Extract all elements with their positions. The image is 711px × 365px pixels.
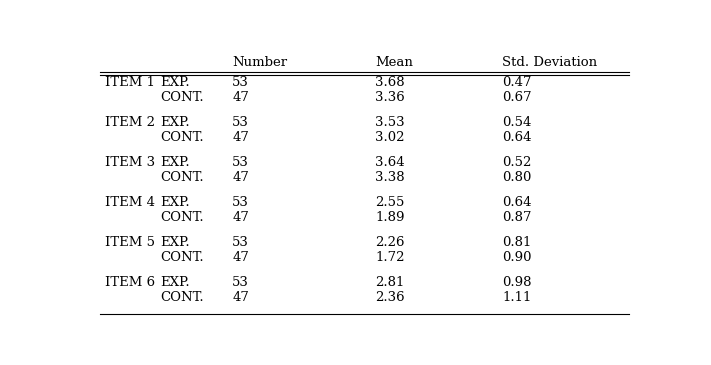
Text: 1.72: 1.72 xyxy=(375,251,405,264)
Text: 2.81: 2.81 xyxy=(375,276,405,289)
Text: CONT.: CONT. xyxy=(161,251,204,264)
Text: ITEM 1: ITEM 1 xyxy=(105,76,156,89)
Text: 1.89: 1.89 xyxy=(375,211,405,224)
Text: EXP.: EXP. xyxy=(161,116,190,130)
Text: 53: 53 xyxy=(232,76,249,89)
Text: 2.36: 2.36 xyxy=(375,291,405,304)
Text: EXP.: EXP. xyxy=(161,76,190,89)
Text: 47: 47 xyxy=(232,251,249,264)
Text: CONT.: CONT. xyxy=(161,171,204,184)
Text: 0.67: 0.67 xyxy=(502,91,532,104)
Text: 53: 53 xyxy=(232,116,249,130)
Text: EXP.: EXP. xyxy=(161,237,190,249)
Text: ITEM 6: ITEM 6 xyxy=(105,276,156,289)
Text: 2.26: 2.26 xyxy=(375,237,405,249)
Text: 0.47: 0.47 xyxy=(502,76,532,89)
Text: 0.80: 0.80 xyxy=(502,171,532,184)
Text: 0.98: 0.98 xyxy=(502,276,532,289)
Text: CONT.: CONT. xyxy=(161,91,204,104)
Text: ITEM 3: ITEM 3 xyxy=(105,157,156,169)
Text: 3.53: 3.53 xyxy=(375,116,405,130)
Text: 1.11: 1.11 xyxy=(502,291,532,304)
Text: 0.54: 0.54 xyxy=(502,116,532,130)
Text: 3.68: 3.68 xyxy=(375,76,405,89)
Text: ITEM 4: ITEM 4 xyxy=(105,196,156,210)
Text: ITEM 2: ITEM 2 xyxy=(105,116,156,130)
Text: 3.38: 3.38 xyxy=(375,171,405,184)
Text: 53: 53 xyxy=(232,157,249,169)
Text: Std. Deviation: Std. Deviation xyxy=(502,56,597,69)
Text: 53: 53 xyxy=(232,276,249,289)
Text: ITEM 5: ITEM 5 xyxy=(105,237,156,249)
Text: 0.81: 0.81 xyxy=(502,237,532,249)
Text: 47: 47 xyxy=(232,211,249,224)
Text: EXP.: EXP. xyxy=(161,276,190,289)
Text: 47: 47 xyxy=(232,131,249,144)
Text: CONT.: CONT. xyxy=(161,291,204,304)
Text: CONT.: CONT. xyxy=(161,211,204,224)
Text: 0.90: 0.90 xyxy=(502,251,532,264)
Text: 0.64: 0.64 xyxy=(502,196,532,210)
Text: 0.87: 0.87 xyxy=(502,211,532,224)
Text: 53: 53 xyxy=(232,237,249,249)
Text: EXP.: EXP. xyxy=(161,157,190,169)
Text: EXP.: EXP. xyxy=(161,196,190,210)
Text: Mean: Mean xyxy=(375,56,413,69)
Text: 2.55: 2.55 xyxy=(375,196,405,210)
Text: 0.52: 0.52 xyxy=(502,157,532,169)
Text: CONT.: CONT. xyxy=(161,131,204,144)
Text: 53: 53 xyxy=(232,196,249,210)
Text: 47: 47 xyxy=(232,171,249,184)
Text: 47: 47 xyxy=(232,291,249,304)
Text: Number: Number xyxy=(232,56,287,69)
Text: 47: 47 xyxy=(232,91,249,104)
Text: 3.64: 3.64 xyxy=(375,157,405,169)
Text: 0.64: 0.64 xyxy=(502,131,532,144)
Text: 3.36: 3.36 xyxy=(375,91,405,104)
Text: 3.02: 3.02 xyxy=(375,131,405,144)
